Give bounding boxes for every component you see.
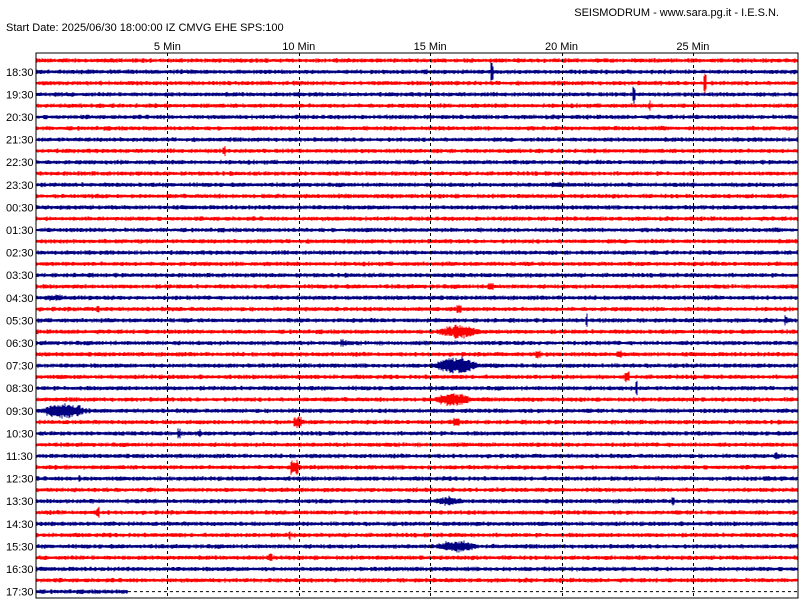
header-source: SEISMODRUM - www.sara.pg.it - I.E.S.N. bbox=[574, 7, 779, 19]
trace-blue bbox=[35, 181, 798, 188]
trace-red bbox=[35, 58, 798, 63]
x-tick-label: 5 Min bbox=[154, 41, 181, 53]
time-label: 18:30 bbox=[6, 67, 34, 79]
trace-blue bbox=[35, 272, 798, 278]
trace-blue bbox=[35, 566, 798, 572]
trace-red bbox=[35, 304, 798, 314]
trace-blue bbox=[35, 380, 798, 396]
plot-frame bbox=[35, 52, 799, 599]
trace-blue bbox=[35, 428, 798, 439]
trace-red bbox=[35, 531, 798, 541]
time-label: 09:30 bbox=[6, 406, 34, 418]
trace-blue bbox=[35, 159, 798, 165]
trace-blue bbox=[35, 540, 798, 553]
time-label: 15:30 bbox=[6, 541, 34, 553]
time-label: 06:30 bbox=[6, 338, 34, 350]
time-label: 00:30 bbox=[6, 202, 34, 214]
trace-red bbox=[35, 577, 798, 583]
trace-red bbox=[35, 238, 798, 244]
time-label: 05:30 bbox=[6, 315, 34, 327]
trace-blue bbox=[35, 495, 798, 506]
trace-red bbox=[35, 506, 798, 518]
trace-red bbox=[35, 193, 798, 199]
trace-blue bbox=[35, 521, 798, 527]
time-label: 03:30 bbox=[6, 270, 34, 282]
trace-blue bbox=[35, 339, 798, 347]
trace-blue bbox=[35, 250, 798, 256]
trace-blue bbox=[35, 62, 798, 81]
time-label: 19:30 bbox=[6, 89, 34, 101]
trace-red bbox=[35, 416, 798, 428]
trace-red bbox=[35, 125, 798, 131]
gridlines bbox=[127, 53, 798, 598]
trace-red bbox=[35, 261, 798, 267]
trace-blue bbox=[35, 137, 798, 143]
traces bbox=[35, 58, 798, 595]
time-label: 12:30 bbox=[6, 474, 34, 486]
trace-blue bbox=[35, 589, 128, 595]
trace-blue bbox=[35, 313, 798, 327]
time-label: 23:30 bbox=[6, 180, 34, 192]
time-label: 08:30 bbox=[6, 383, 34, 395]
time-label: 16:30 bbox=[6, 564, 34, 576]
trace-blue bbox=[35, 452, 798, 460]
trace-red bbox=[35, 459, 798, 475]
time-label: 21:30 bbox=[6, 135, 34, 147]
trace-red bbox=[35, 216, 798, 222]
x-tick-label: 10 Min bbox=[282, 41, 315, 53]
header-start-date: Start Date: 2025/06/30 18:00:00 IZ CMVG … bbox=[6, 22, 284, 34]
trace-red bbox=[35, 282, 798, 290]
trace-red bbox=[35, 74, 798, 95]
trace-blue bbox=[35, 114, 798, 120]
x-tick-label: 25 Min bbox=[676, 41, 709, 53]
x-tick-labels: 5 Min 10 Min 15 Min 20 Min 25 Min bbox=[154, 41, 709, 53]
time-label: 01:30 bbox=[6, 225, 34, 237]
trace-blue bbox=[35, 204, 798, 210]
trace-red bbox=[35, 371, 798, 383]
time-label: 07:30 bbox=[6, 361, 34, 373]
time-label: 11:30 bbox=[6, 451, 33, 463]
time-label: 04:30 bbox=[6, 293, 34, 305]
time-label: 10:30 bbox=[6, 428, 34, 440]
time-label: 17:30 bbox=[6, 587, 34, 599]
time-labels: 18:30 19:30 20:30 21:30 22:30 23:30 00:30 01:30… bbox=[6, 67, 34, 599]
trace-red bbox=[35, 393, 798, 406]
trace-blue bbox=[35, 86, 798, 104]
x-tick-label: 15 Min bbox=[414, 41, 447, 53]
trace-blue bbox=[35, 356, 798, 374]
trace-blue bbox=[35, 475, 798, 482]
time-label: 02:30 bbox=[6, 248, 34, 260]
trace-red bbox=[35, 146, 798, 157]
time-label: 14:30 bbox=[6, 519, 34, 531]
trace-red bbox=[35, 100, 798, 111]
trace-red bbox=[35, 553, 798, 561]
trace-blue bbox=[35, 403, 798, 419]
time-label: 22:30 bbox=[6, 157, 34, 169]
trace-red bbox=[35, 487, 798, 493]
trace-blue bbox=[35, 227, 798, 233]
trace-red bbox=[35, 171, 798, 176]
trace-red bbox=[35, 324, 798, 339]
time-label: 20:30 bbox=[6, 112, 34, 124]
trace-blue bbox=[35, 294, 798, 302]
trace-red bbox=[35, 442, 798, 448]
x-tick-label: 20 Min bbox=[545, 41, 578, 53]
trace-red bbox=[35, 350, 798, 359]
time-label: 13:30 bbox=[6, 496, 34, 508]
